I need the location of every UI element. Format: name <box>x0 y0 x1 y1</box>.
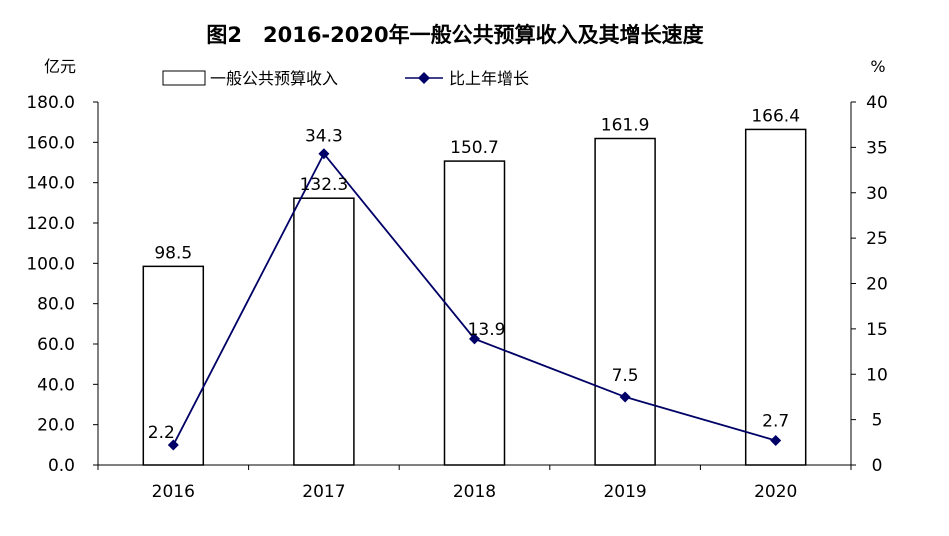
line-data-label: 34.3 <box>305 127 343 147</box>
line-point-marker <box>469 333 480 345</box>
y-right-tick-label: 25 <box>866 229 888 249</box>
legend: 一般公共预算收入 比上年增长 <box>162 69 529 88</box>
bar-data-label: 98.5 <box>154 243 192 263</box>
y-left-tick-label: 100.0 <box>26 254 75 274</box>
bar-data-label: 161.9 <box>601 116 650 136</box>
legend-bar-swatch <box>162 70 206 86</box>
line-point-marker <box>318 148 330 160</box>
legend-line-label: 比上年增长 <box>449 69 529 88</box>
y-right-unit-label: % <box>870 57 885 76</box>
y-left-tick-label: 160.0 <box>26 133 75 153</box>
bar <box>744 128 807 466</box>
y-left-tick-label: 80.0 <box>37 295 75 315</box>
line-data-label: 13.9 <box>468 320 506 340</box>
bar <box>142 265 205 466</box>
y-right-tick-label: 10 <box>866 365 888 385</box>
y-left-tick-label: 180.0 <box>26 93 75 113</box>
y-right-tick-label: 40 <box>866 93 888 113</box>
line-series <box>167 148 782 451</box>
y-left-tick-label: 20.0 <box>37 416 75 436</box>
x-tick-label: 2019 <box>603 482 646 502</box>
line-point-marker <box>770 434 782 446</box>
line-data-label: 7.5 <box>612 366 639 386</box>
data-labels: 98.5 132.3 150.7 161.9 166.4 2.2 34.3 13.9 7.5 2.… <box>148 106 800 443</box>
legend-diamond-marker <box>418 72 430 84</box>
y-right-tick-label: 0 <box>872 456 883 476</box>
x-tick-label: 2018 <box>453 482 496 502</box>
y-left-tick-label: 40.0 <box>37 375 75 395</box>
y-right-tick-label: 15 <box>866 320 888 340</box>
line-point-marker <box>619 391 631 403</box>
x-tick-label: 2016 <box>152 482 195 502</box>
y-left-tick-label: 120.0 <box>26 214 75 234</box>
y-left-tick-label: 60.0 <box>37 335 75 355</box>
line-data-label: 2.2 <box>148 423 175 443</box>
bar-series <box>142 128 807 466</box>
y-right-tick-label: 5 <box>872 411 883 431</box>
axes: 0.0 20.0 40.0 60.0 80.0 100.0 120.0 140.0 160.0 1… <box>26 93 887 502</box>
y-right-tick-label: 35 <box>866 138 888 158</box>
bar <box>594 137 656 466</box>
y-right-tick-label: 20 <box>866 275 888 295</box>
bar <box>293 197 355 466</box>
bar-data-label: 166.4 <box>751 106 800 126</box>
legend-bar-label: 一般公共预算收入 <box>210 69 338 88</box>
y-left-tick-label: 0.0 <box>48 456 75 476</box>
y-left-tick-label: 140.0 <box>26 174 75 194</box>
chart-title: 图2 2016-2020年一般公共预算收入及其增长速度 <box>206 23 703 47</box>
line-point-marker <box>167 439 179 451</box>
y-left-unit-label: 亿元 <box>44 57 76 76</box>
bar-data-label: 150.7 <box>450 138 499 158</box>
x-tick-label: 2017 <box>302 482 345 502</box>
x-tick-label: 2020 <box>754 482 797 502</box>
y-right-tick-label: 30 <box>866 184 888 204</box>
line-data-label: 2.7 <box>762 411 789 431</box>
bar-data-label: 132.3 <box>300 175 349 195</box>
